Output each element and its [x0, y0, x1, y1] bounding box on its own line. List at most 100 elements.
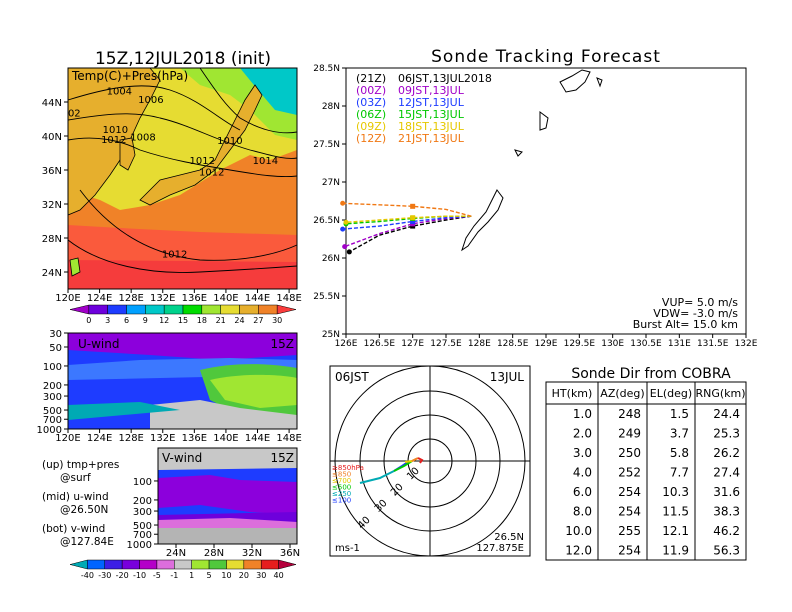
hodo-red [417, 457, 424, 464]
pressure-tick-label: 100 [133, 477, 152, 488]
table-cell: 255 [618, 524, 641, 538]
table-cell: 3.0 [573, 446, 592, 460]
table-cell: 24.4 [713, 407, 740, 421]
polar-level-label: ≤500 [332, 484, 351, 492]
colorbar-tick-label: 10 [221, 571, 231, 580]
hodo-green [393, 460, 413, 472]
island-amami [539, 111, 549, 131]
land-japan [139, 84, 263, 206]
table-cell: 254 [618, 505, 641, 519]
table-cell: 38.3 [713, 505, 740, 519]
colorbar-swatch [163, 304, 184, 315]
colorbar-tick-label: 18 [197, 316, 207, 325]
table-cell: 11.5 [662, 505, 689, 519]
colorbar-swatch [258, 304, 278, 315]
panel-notes: (up) tmp+pres @surf (mid) u-wind @26.50N… [42, 459, 119, 548]
track-line [342, 215, 472, 230]
lon-tick-label: 124E [87, 293, 112, 304]
table-cell: 3.7 [670, 427, 689, 441]
polar-time-left: 06JST [335, 370, 369, 384]
param-burst: Burst Alt= 15.0 km [633, 318, 738, 331]
table-cell: 10.0 [565, 524, 592, 538]
table-cell: 56.3 [713, 544, 740, 558]
lon-tick-label: 120E [55, 433, 80, 444]
island-okinawa [461, 189, 504, 252]
lon-tick-label: 131.5E [697, 339, 729, 349]
colorbar-swatch [220, 304, 240, 315]
v-wind-label: V-wind [162, 451, 202, 465]
table-cell: 6.0 [573, 485, 592, 499]
lat-tick-label: 44N [42, 98, 62, 109]
lon-tick-label: 148E [276, 293, 301, 304]
colorbar-swatch [208, 559, 227, 570]
table-cell: 8.0 [573, 505, 592, 519]
legend-jst: 09JST,13JUL [398, 84, 465, 97]
colorbar-tick-label: 15 [178, 316, 188, 325]
isobar-label: 1012 [190, 156, 215, 167]
polar-level-label: ≤100 [332, 497, 351, 505]
pressure-tick-label: 300 [133, 507, 152, 518]
note-bot: (bot) v-wind [42, 523, 105, 535]
colorbar-swatch [87, 559, 106, 570]
table-cell: 12.0 [565, 544, 592, 558]
pressure-tick-label: 700 [43, 415, 62, 426]
legend-utc: (03Z) [356, 96, 386, 109]
table-cell: 11.9 [662, 544, 689, 558]
hodo-orange [411, 457, 419, 462]
table-cell: 46.2 [713, 524, 740, 538]
isobar-label: 1012 [199, 167, 224, 178]
isobar [67, 113, 298, 159]
table-title: Sonde Dir from COBRA [571, 366, 731, 382]
left-map-title: 15Z,12JUL2018 (init) [95, 49, 271, 69]
temp-colorbar: 0 3 6 9 12 15 18 21 24 27 30 [69, 304, 297, 325]
colorbar-tick-label: -20 [116, 571, 129, 580]
v-wind-band-purple [158, 475, 297, 515]
colorbar-tick-label: 0 [86, 316, 91, 325]
lon-tick-label: 130.5E [630, 339, 662, 349]
isobar [67, 137, 298, 178]
pressure-tick-label: 700 [133, 530, 152, 541]
table-cell: 31.6 [713, 485, 740, 499]
colorbar-tick-label: 21 [216, 316, 226, 325]
note-up-level: @surf [60, 472, 91, 484]
colorbar-tick-label: 20 [239, 571, 249, 580]
isobar-label: 1006 [138, 95, 163, 106]
land-taiwan [69, 257, 81, 277]
colorbar-swatch [69, 559, 88, 570]
track-mid-marker [410, 203, 416, 209]
colorbar-tick-label: 3 [105, 316, 110, 325]
hodo-cyan [359, 470, 395, 484]
polar-units: ms-1 [335, 543, 360, 554]
colorbar-swatch [88, 304, 108, 315]
colorbar-swatch [107, 304, 127, 315]
isobar-label: 1010 [217, 136, 242, 147]
lat-tick-label: 36N [42, 166, 62, 177]
lon-tick-label: 127E [401, 339, 424, 349]
colorbar-tick-label: -10 [133, 571, 146, 580]
track-end-point [340, 200, 346, 206]
isobar-label: 1014 [253, 156, 278, 167]
lat-tick-label: 25.5N [313, 292, 340, 302]
lat-tick-label: 26N [322, 254, 340, 264]
legend-utc: (00Z) [356, 84, 386, 97]
lat-tick-label: 27.5N [313, 140, 340, 150]
polar-level-legend: ≥850hPa≤850≤700≤500≤250≤100 [332, 464, 364, 505]
lat-tick-label: 40N [42, 132, 62, 143]
note-up: (up) tmp+pres [42, 459, 119, 471]
track-line [345, 215, 472, 225]
lon-tick-label: 127.5E [430, 339, 462, 349]
track-mid-marker [410, 215, 416, 221]
polar-lat: 26.5N [494, 532, 524, 543]
table-cell: 252 [618, 466, 641, 480]
track-end-point [343, 219, 349, 225]
legend-jst: 21JST,13JUL [398, 132, 465, 145]
temp-band-lowred [68, 260, 297, 289]
lon-tick-label: 148E [276, 433, 301, 444]
left-map-lon-ticks: 120E 124E 128E 132E 136E 140E 144E 148E [55, 289, 302, 304]
lat-tick-label: 28.5N [313, 64, 340, 74]
table-cell: 250 [618, 446, 641, 460]
